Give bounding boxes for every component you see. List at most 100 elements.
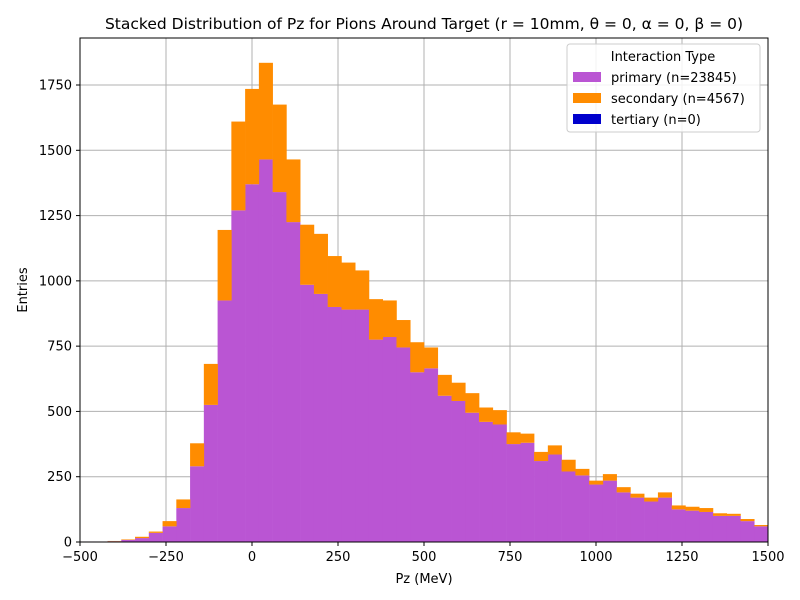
x-tick-label: 750 <box>498 550 523 565</box>
bar-secondary-34 <box>547 445 562 455</box>
bar-primary-17 <box>313 293 328 542</box>
bar-secondary-30 <box>492 410 507 425</box>
bar-primary-29 <box>479 421 494 542</box>
bar-secondary-19 <box>341 262 356 310</box>
bar-primary-20 <box>355 309 370 542</box>
bar-primary-23 <box>396 347 411 542</box>
bar-secondary-12 <box>245 88 260 185</box>
bars-layer <box>80 62 769 542</box>
bar-primary-38 <box>602 480 617 542</box>
bar-primary-33 <box>534 461 549 542</box>
bar-secondary-38 <box>602 474 617 481</box>
legend-swatch <box>573 93 601 103</box>
bar-primary-47 <box>726 515 741 542</box>
bar-primary-3 <box>121 539 136 542</box>
bar-secondary-28 <box>465 393 480 413</box>
y-tick-label: 1250 <box>39 209 72 224</box>
y-tick-label: 1750 <box>39 79 72 94</box>
bar-secondary-42 <box>657 492 672 498</box>
bar-secondary-26 <box>437 374 452 396</box>
bar-secondary-21 <box>368 299 384 340</box>
bar-secondary-17 <box>313 233 328 294</box>
bar-primary-37 <box>589 484 604 542</box>
bar-secondary-7 <box>176 499 191 509</box>
bar-secondary-23 <box>396 320 411 348</box>
bar-secondary-16 <box>300 224 315 285</box>
legend-label: secondary (n=4567) <box>611 92 745 107</box>
legend-label: primary (n=23845) <box>611 71 737 86</box>
bar-secondary-3 <box>121 539 136 540</box>
bar-primary-11 <box>231 210 246 542</box>
bar-primary-16 <box>300 284 315 542</box>
legend-label: tertiary (n=0) <box>611 113 701 128</box>
bar-secondary-6 <box>162 521 177 527</box>
y-tick-label: 500 <box>47 405 72 420</box>
bar-secondary-35 <box>561 459 576 472</box>
bar-primary-44 <box>685 510 700 542</box>
y-tick-label: 0 <box>64 536 72 551</box>
bar-secondary-15 <box>286 159 301 223</box>
y-tick-label: 750 <box>47 340 72 355</box>
x-tick-label: 500 <box>412 550 437 565</box>
bar-primary-46 <box>712 515 728 542</box>
legend-title: Interaction Type <box>611 50 716 65</box>
bar-secondary-33 <box>534 451 549 462</box>
bar-secondary-40 <box>630 493 645 498</box>
bar-secondary-48 <box>740 519 755 522</box>
y-axis-label: Entries <box>16 267 31 313</box>
bar-secondary-11 <box>231 121 246 211</box>
bar-primary-8 <box>190 466 205 542</box>
y-tick-label: 250 <box>47 470 72 485</box>
x-tick-label: −250 <box>148 550 184 565</box>
bar-secondary-31 <box>506 432 521 445</box>
x-tick-label: −500 <box>62 550 98 565</box>
bar-primary-21 <box>368 339 384 542</box>
bar-secondary-13 <box>258 62 273 160</box>
legend-entries: primary (n=23845) secondary (n=4567) terti… <box>573 71 745 128</box>
bar-primary-48 <box>740 521 755 542</box>
bar-primary-34 <box>547 454 562 542</box>
bar-primary-9 <box>203 404 218 542</box>
bar-secondary-24 <box>410 342 425 373</box>
bar-secondary-36 <box>575 468 590 476</box>
bar-primary-22 <box>382 337 397 542</box>
bar-primary-18 <box>327 306 342 542</box>
bar-secondary-27 <box>451 382 466 401</box>
bar-primary-43 <box>671 509 686 542</box>
x-tick-label: 1000 <box>579 550 612 565</box>
bar-secondary-8 <box>190 443 205 467</box>
bar-primary-41 <box>644 501 659 542</box>
bar-primary-6 <box>162 526 177 542</box>
bar-primary-39 <box>616 492 631 542</box>
bar-secondary-29 <box>479 407 494 422</box>
bar-secondary-18 <box>327 256 342 307</box>
bar-secondary-44 <box>685 506 700 511</box>
bar-primary-32 <box>520 442 535 542</box>
legend-swatch <box>573 114 601 124</box>
x-axis-label: Pz (MeV) <box>395 572 452 587</box>
bar-primary-49 <box>754 526 769 542</box>
bar-primary-31 <box>506 444 521 542</box>
bar-primary-12 <box>245 184 260 542</box>
bar-secondary-9 <box>203 363 218 405</box>
bar-primary-35 <box>561 471 576 542</box>
bar-primary-28 <box>465 412 480 542</box>
bar-secondary-25 <box>424 347 439 369</box>
bar-secondary-4 <box>135 536 150 539</box>
bar-primary-4 <box>135 538 150 542</box>
bar-primary-27 <box>451 400 466 542</box>
x-tick-label: 0 <box>248 550 256 565</box>
bar-secondary-47 <box>726 513 741 516</box>
x-tick-label: 1250 <box>665 550 698 565</box>
bar-primary-36 <box>575 475 590 542</box>
bar-secondary-5 <box>148 531 163 533</box>
chart-title: Stacked Distribution of Pz for Pions Aro… <box>105 15 743 33</box>
bar-primary-5 <box>148 532 163 542</box>
bar-primary-14 <box>272 192 287 542</box>
bar-secondary-20 <box>355 270 370 310</box>
bar-primary-30 <box>492 424 507 542</box>
x-tick-label: 250 <box>326 550 351 565</box>
bar-primary-13 <box>258 159 273 542</box>
